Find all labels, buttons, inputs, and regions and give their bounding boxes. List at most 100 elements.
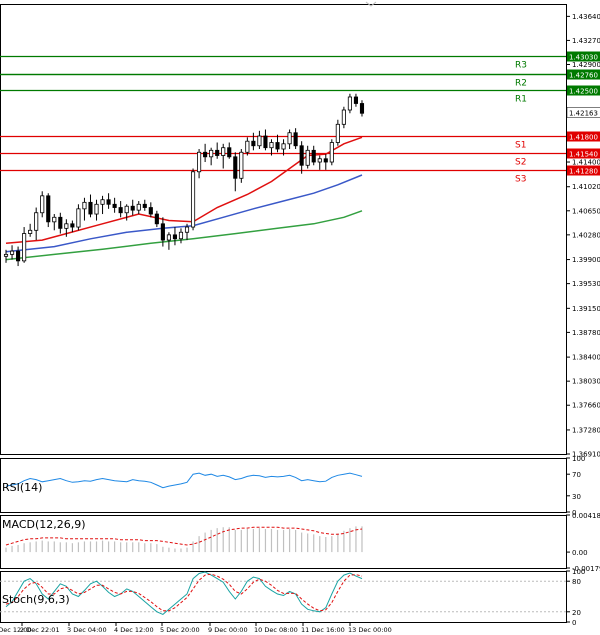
rsi-tick-label: 30 (572, 493, 581, 501)
level-price-label: 1.43030 (569, 54, 598, 62)
price-panel: 1.436401.432701.429001.425301.421631.417… (0, 1, 600, 459)
rsi-tick-label: 0 (572, 509, 576, 517)
candle-body (190, 171, 196, 228)
candle-body (347, 96, 352, 111)
candle-body (227, 147, 232, 158)
candle-body (281, 143, 286, 150)
candle-body (88, 201, 93, 215)
candle-body (221, 147, 226, 156)
level-price-tag (567, 165, 600, 176)
price-tick-label: 1.36910 (572, 451, 600, 459)
candle-body (239, 151, 244, 179)
scroll-marker-icon (365, 1, 377, 7)
level-price-label: 1.41800 (569, 134, 598, 142)
time-tick-label: 13 Dec 00:00 (348, 626, 392, 634)
candle-body (64, 223, 69, 229)
stoch-panel: 100 80 20 0 Stoch(9,6,3) (0, 568, 585, 627)
stoch-tick-label: 80 (572, 578, 581, 586)
candle-body (16, 250, 21, 262)
moving-average-slow (5, 210, 363, 261)
price-tick-label: 1.39530 (572, 280, 600, 288)
macd-signal-line (5, 526, 363, 546)
candle-body (269, 142, 274, 149)
rsi-line (5, 472, 363, 489)
candle-body (9, 250, 15, 255)
candle-body (166, 234, 171, 241)
candle-body (130, 205, 135, 211)
macd-label: MACD(12,26,9) (2, 518, 86, 531)
level-name: S1 (515, 141, 526, 151)
macd-tick-label: -0.001794 (572, 565, 600, 573)
rsi-tick-label: 100 (572, 455, 585, 463)
candle-body (323, 158, 328, 163)
candle-body (52, 216, 57, 223)
macd-panel: 0.004181 0.00 -0.001794 MACD(12,26,9) (0, 512, 600, 573)
rsi-panel: 100 70 30 0 RSI(14) (0, 455, 585, 517)
price-tick-label: 1.39900 (572, 256, 600, 264)
candle-body (353, 96, 359, 104)
level-price-label: 1.42760 (569, 72, 598, 80)
candle-body (251, 140, 256, 147)
candle-body (257, 135, 262, 147)
candle-body (46, 195, 51, 223)
candle-body (124, 205, 129, 214)
stoch-tick-label: 0 (572, 619, 576, 627)
level-price-tag (567, 148, 600, 159)
candle-body (178, 231, 184, 240)
level-name: R1 (515, 95, 527, 105)
price-tick-label: 1.37280 (572, 426, 600, 434)
rsi-panel-frame (0, 458, 567, 513)
moving-average-fast (5, 136, 363, 245)
price-tick-label: 1.38030 (572, 378, 600, 386)
candle-body (172, 234, 178, 240)
price-tick-label: 1.40650 (572, 207, 600, 215)
candle-body (160, 223, 165, 241)
price-tick-label: 1.41020 (572, 183, 600, 191)
candle-body (82, 201, 87, 210)
level-price-tag (567, 131, 600, 142)
time-tick-label: 2 Dec 22:01 (20, 626, 60, 634)
candle-body (317, 158, 322, 163)
stoch-main-line (5, 571, 363, 615)
price-tick-label: 1.38780 (572, 329, 600, 337)
candle-body (275, 142, 280, 150)
price-plot-frame (0, 4, 567, 455)
level-price-tag (567, 51, 600, 62)
candle-body (197, 151, 202, 173)
candle-body (329, 142, 334, 163)
candle-body (215, 149, 220, 156)
candle-body (293, 132, 298, 147)
candle-body (287, 132, 292, 145)
candle-body (142, 203, 147, 208)
candle-body (106, 199, 111, 205)
time-tick-label: 3 Dec 04:00 (67, 626, 107, 634)
candle-body (118, 207, 123, 214)
candle-body (335, 123, 340, 143)
candle-body (22, 233, 27, 262)
candle-body (136, 203, 141, 211)
candle-body (359, 103, 365, 114)
price-tick-label: 1.39150 (572, 305, 600, 313)
level-price-tag (567, 69, 600, 80)
level-price-label: 1.41280 (569, 168, 598, 176)
price-tick-label: 1.41400 (572, 159, 600, 167)
time-tick-label: 4 Dec 12:00 (114, 626, 154, 634)
candle-body (263, 135, 268, 149)
level-name: S2 (515, 158, 526, 168)
candle-body (233, 156, 238, 179)
time-tick-label: 5 Dec 20:00 (160, 626, 200, 634)
price-tick-label: 1.37660 (572, 402, 600, 410)
candle-body (245, 140, 250, 153)
stoch-tick-label: 20 (572, 609, 581, 617)
time-tick-label: 10 Dec 08:00 (254, 626, 298, 634)
candle-body (154, 213, 159, 225)
price-tick-label: 1.43640 (572, 13, 600, 21)
candle-body (311, 149, 316, 163)
candle-body (112, 203, 117, 208)
price-tick-label: 1.38400 (572, 354, 600, 362)
level-name: R3 (515, 61, 527, 71)
level-price-label: 1.41540 (569, 151, 598, 159)
candle-body (100, 199, 105, 205)
candle-body (305, 149, 310, 166)
